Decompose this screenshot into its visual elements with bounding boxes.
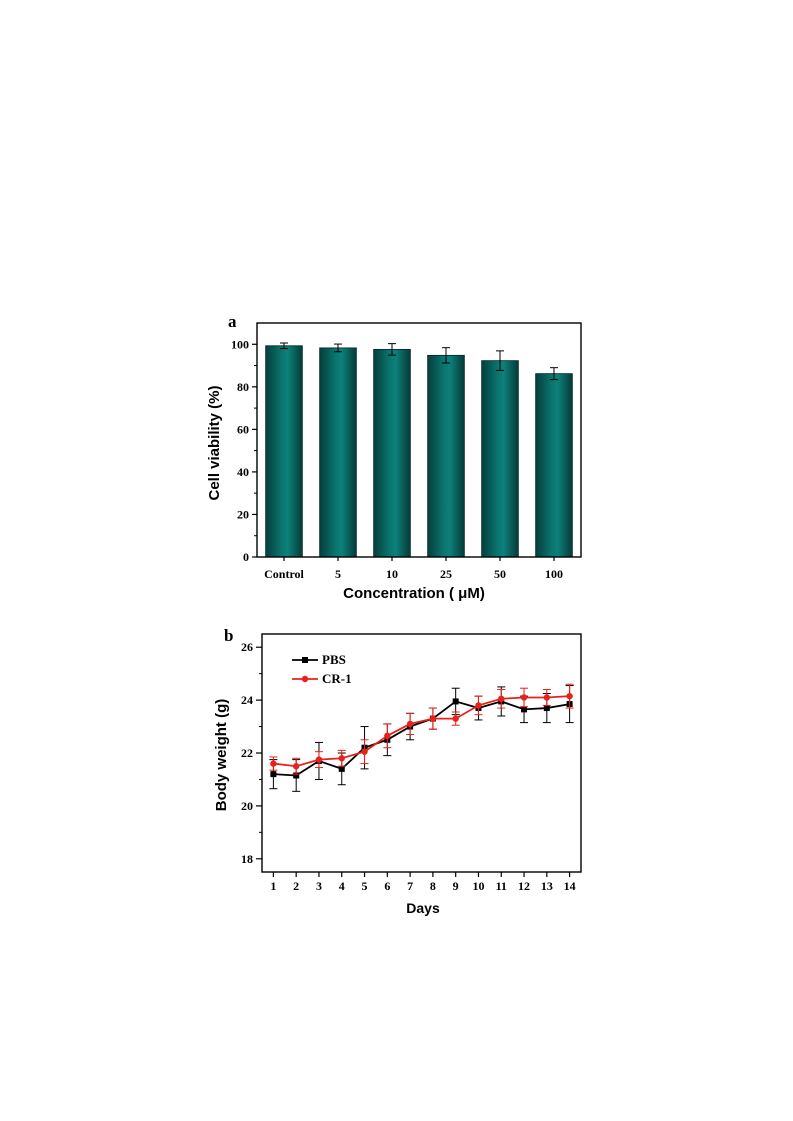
x-tick-label-a: 25 (440, 567, 452, 581)
bar-Control (265, 345, 303, 558)
x-tick-label-a: Control (264, 567, 304, 581)
y-tick-label-a: 80 (237, 380, 249, 394)
bar-5 (319, 347, 357, 558)
bar-100 (535, 373, 573, 558)
x-tick-label-a: 5 (335, 567, 341, 581)
y-tick-label-a: 60 (237, 422, 249, 436)
x-tick-label-a: 10 (386, 567, 398, 581)
y-tick-label-a: 40 (237, 465, 249, 479)
x-axis-label-a: Concentration ( μM) (343, 585, 485, 602)
x-tick-label-a: 50 (494, 567, 506, 581)
plot-frame-a (256, 322, 582, 558)
y-tick-label-a: 100 (231, 337, 249, 351)
bar-25 (427, 354, 465, 558)
bar-plot-area: Control 5 10 25 50 100 0 20 40 60 80 100 (231, 322, 582, 581)
y-tick-label-a: 0 (243, 550, 249, 564)
x-tick-label-a: 100 (545, 567, 563, 581)
bar-50 (481, 360, 519, 558)
panel-label-a: a (228, 312, 237, 331)
bar-10 (373, 348, 411, 558)
y-axis-label-a: Cell viability (%) (206, 385, 223, 500)
y-tick-label-a: 20 (237, 507, 249, 521)
